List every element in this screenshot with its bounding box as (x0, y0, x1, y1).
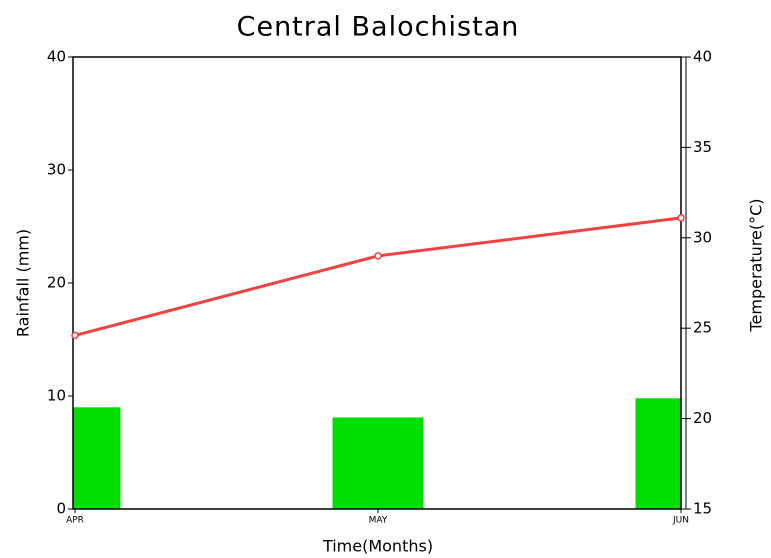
line-point (71, 331, 79, 340)
bar (332, 417, 424, 509)
x-tick-label: MAY (369, 516, 388, 526)
y-tick-label: 10 (47, 387, 66, 405)
y2-tick-label: 25 (693, 319, 712, 337)
y2-tick-label: 20 (693, 409, 712, 427)
x-tick-label: APR (66, 516, 84, 526)
bar (635, 398, 681, 509)
y2-axis-label: Temperature(°C) (747, 198, 766, 332)
y-tick-label: 0 (56, 500, 66, 518)
line (74, 216, 682, 337)
y2-tick-label: 35 (693, 138, 712, 156)
bar (73, 407, 121, 509)
y-tick-label: 20 (47, 274, 66, 292)
x-axis-label: Time(Months) (322, 537, 433, 556)
y2-tick-label: 30 (693, 228, 712, 246)
y2-tick-label: 15 (693, 500, 712, 518)
bar-group (73, 398, 681, 509)
chart-title: Central Balochistan (237, 12, 520, 43)
line-point (374, 252, 382, 260)
line-point (677, 214, 685, 222)
y2-tick-label: 40 (693, 48, 712, 66)
y-tick-label: 30 (47, 161, 66, 179)
y-tick-label: 40 (47, 48, 66, 66)
y-axis-label: Rainfall (mm) (14, 229, 33, 337)
x-tick-label: JUN (672, 516, 689, 526)
